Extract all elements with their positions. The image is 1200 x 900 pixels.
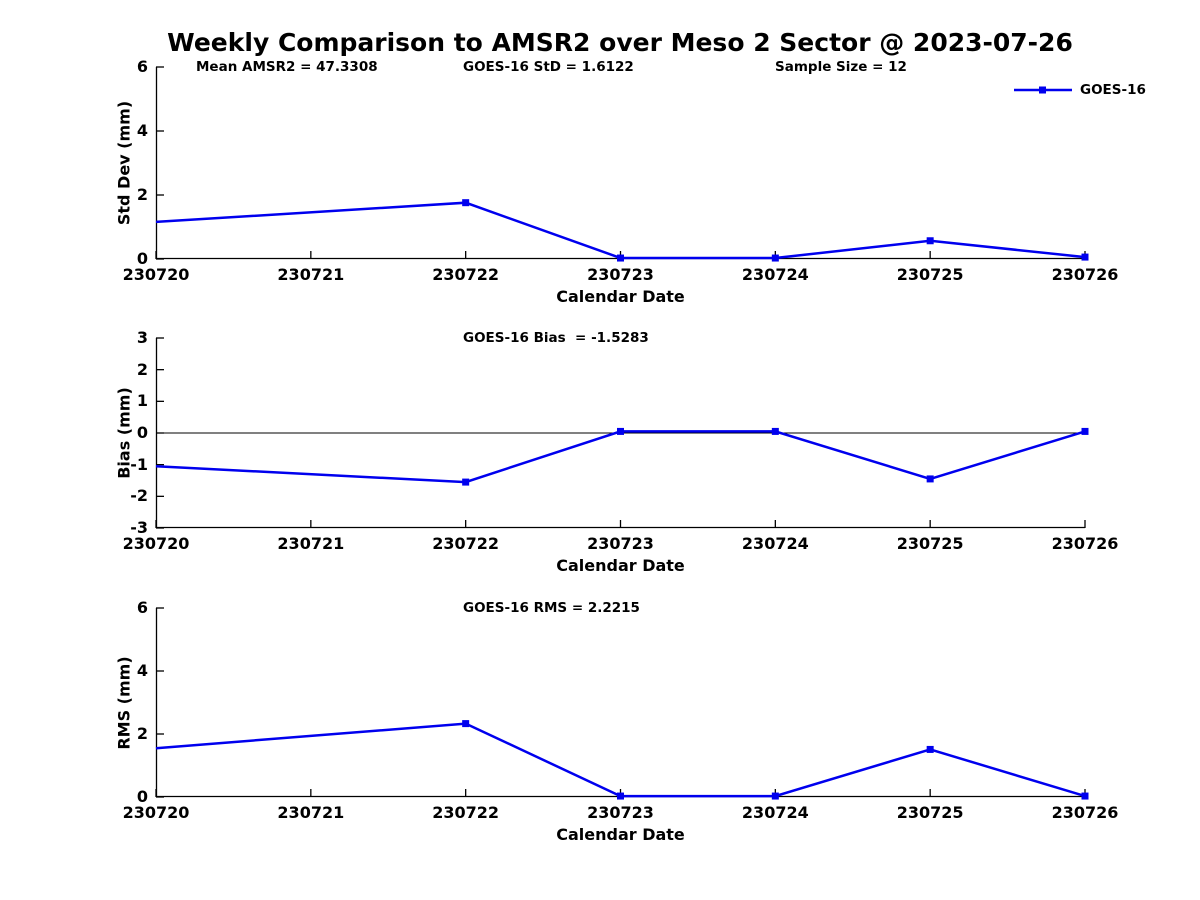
y-tick-label: 6 bbox=[136, 598, 148, 617]
annotation-std-dev-2: Sample Size = 12 bbox=[775, 59, 907, 75]
annotation-rms-0: GOES-16 RMS = 2.2215 bbox=[463, 600, 640, 616]
data-point-marker bbox=[1081, 792, 1089, 800]
x-tick-label: 230725 bbox=[896, 265, 964, 284]
x-tick-label: 230721 bbox=[277, 265, 345, 284]
x-axis-label: Calendar Date bbox=[556, 287, 685, 306]
y-tick-label: 2 bbox=[136, 724, 148, 743]
y-tick-label: 0 bbox=[136, 249, 148, 268]
x-tick-label: 230723 bbox=[587, 534, 654, 553]
y-tick-label: -2 bbox=[130, 486, 148, 506]
x-tick-label: 230726 bbox=[1051, 534, 1119, 553]
y-tick-label: 4 bbox=[136, 661, 148, 680]
x-tick-label: 230721 bbox=[277, 534, 345, 553]
data-line bbox=[155, 430, 1086, 484]
x-tick-label: 230720 bbox=[122, 265, 190, 284]
x-tick-label: 230723 bbox=[587, 803, 654, 822]
legend: GOES-16 bbox=[1014, 82, 1146, 98]
x-tick-label: 230723 bbox=[587, 265, 654, 284]
x-tick-label: 230724 bbox=[741, 265, 809, 284]
data-point-marker bbox=[617, 792, 624, 800]
x-tick-label: 230722 bbox=[432, 534, 500, 553]
x-axis-label: Calendar Date bbox=[556, 556, 685, 575]
y-axis-label: RMS (mm) bbox=[114, 655, 134, 750]
x-tick-label: 230721 bbox=[277, 803, 345, 822]
data-line bbox=[155, 201, 1086, 260]
y-tick-label: -1 bbox=[130, 454, 148, 474]
annotation-std-dev-0: Mean AMSR2 = 47.3308 bbox=[196, 59, 378, 75]
data-line bbox=[155, 722, 1086, 798]
x-tick-label: 230720 bbox=[122, 803, 190, 822]
data-point-marker bbox=[462, 478, 470, 486]
x-tick-label: 230720 bbox=[122, 534, 190, 553]
annotation-bias-0: GOES-16 Bias = -1.5283 bbox=[463, 330, 649, 346]
x-tick-label: 230726 bbox=[1051, 803, 1119, 822]
y-tick-label: 2 bbox=[136, 359, 148, 379]
std-dev-plot-area bbox=[155, 66, 1089, 262]
data-point-marker bbox=[462, 199, 470, 207]
x-tick-label: 230725 bbox=[896, 534, 964, 553]
x-axis-label: Calendar Date bbox=[556, 825, 685, 844]
annotation-std-dev-1: GOES-16 StD = 1.6122 bbox=[463, 59, 634, 75]
y-tick-label: 1 bbox=[136, 391, 148, 411]
legend-marker-icon bbox=[1039, 86, 1046, 94]
data-point-marker bbox=[926, 745, 934, 753]
y-tick-label: 4 bbox=[136, 121, 148, 140]
data-point-marker bbox=[771, 254, 779, 262]
bias-plot-area bbox=[155, 337, 1089, 529]
x-tick-label: 230726 bbox=[1051, 265, 1119, 284]
data-point-marker bbox=[926, 237, 934, 245]
x-tick-label: 230725 bbox=[896, 803, 964, 822]
y-tick-label: 6 bbox=[136, 57, 148, 76]
legend-label: GOES-16 bbox=[1080, 82, 1146, 98]
data-point-marker bbox=[926, 475, 934, 483]
y-tick-label: 3 bbox=[136, 328, 148, 347]
data-point-marker bbox=[617, 254, 624, 262]
data-point-marker bbox=[617, 427, 624, 435]
figure-title: Weekly Comparison to AMSR2 over Meso 2 S… bbox=[167, 28, 1073, 57]
rms-plot-area bbox=[155, 607, 1089, 800]
data-point-marker bbox=[771, 427, 779, 435]
data-point-marker bbox=[1081, 253, 1089, 261]
y-tick-label: 2 bbox=[136, 185, 148, 204]
x-tick-label: 230724 bbox=[741, 534, 809, 553]
y-tick-label: -3 bbox=[130, 518, 148, 537]
data-point-marker bbox=[1081, 427, 1089, 435]
data-point-marker bbox=[771, 792, 779, 800]
x-tick-label: 230722 bbox=[432, 803, 500, 822]
y-tick-label: 0 bbox=[136, 423, 148, 442]
x-tick-label: 230724 bbox=[741, 803, 809, 822]
legend-line-marker-icon bbox=[1014, 86, 1072, 94]
y-tick-label: 0 bbox=[136, 787, 148, 806]
data-point-marker bbox=[462, 720, 470, 728]
x-tick-label: 230722 bbox=[432, 265, 500, 284]
